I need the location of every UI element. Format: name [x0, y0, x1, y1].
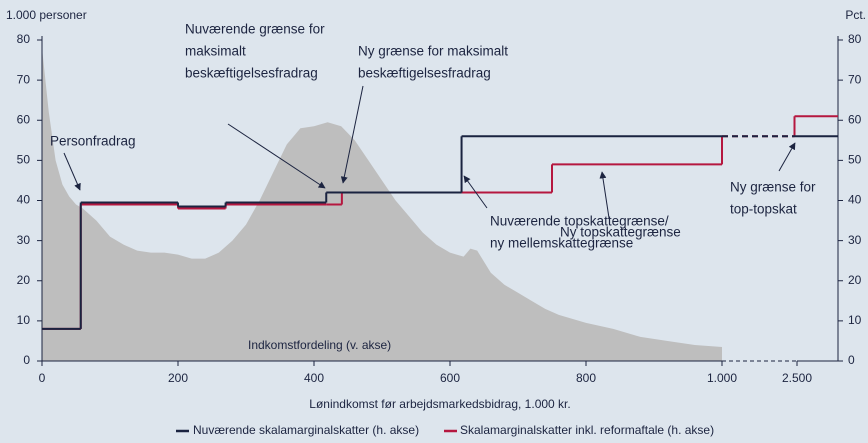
x-axis-label: Lønindkomst før arbejdsmarkedsbidrag, 1.… — [309, 397, 570, 411]
legend-label: Skalamarginalskatter inkl. reformaftale … — [460, 423, 714, 437]
annotation: maksimalt — [185, 44, 246, 59]
y2-tick-label: 40 — [848, 193, 862, 207]
area-label: Indkomstfordeling (v. akse) — [248, 338, 391, 352]
x-tick-label: 0 — [39, 371, 46, 385]
y-tick-label: 80 — [17, 32, 31, 46]
y-tick-label: 30 — [17, 233, 31, 247]
y2-tick-label: 10 — [848, 313, 862, 327]
right-axis-label: Pct. — [845, 8, 866, 22]
annotation: beskæftigelsesfradrag — [358, 66, 491, 81]
y2-tick-label: 60 — [848, 112, 862, 126]
annotation-arrow — [599, 171, 610, 219]
annotation: Nuværende grænse for — [185, 22, 325, 37]
y2-tick-label: 70 — [848, 72, 862, 86]
annotation: ny mellemskattegrænse — [490, 236, 633, 251]
y2-tick-label: 80 — [848, 32, 862, 46]
annotation-arrow — [340, 85, 364, 184]
annotation: Nuværende topskattegrænse/ — [490, 214, 669, 229]
x-tick-label: 600 — [440, 371, 460, 385]
y-tick-label: 10 — [17, 313, 31, 327]
x-tick-label: 400 — [304, 371, 324, 385]
left-axis-label: 1.000 personer — [6, 8, 87, 22]
x-tick-label: 2.500 — [782, 371, 812, 385]
annotation-arrow — [463, 175, 488, 209]
annotation-arrow — [227, 123, 326, 189]
y-tick-label: 70 — [17, 72, 31, 86]
legend-label: Nuværende skalamarginalskatter (h. akse) — [193, 423, 419, 437]
annotation: Ny topskattegrænse — [560, 225, 681, 240]
annotation: Ny grænse for — [730, 180, 816, 195]
y-tick-label: 20 — [17, 273, 31, 287]
y-tick-label: 40 — [17, 193, 31, 207]
y2-tick-label: 50 — [848, 153, 862, 167]
y2-tick-label: 0 — [848, 353, 855, 367]
annotation-arrow — [63, 152, 81, 191]
annotation: top-topskat — [730, 202, 797, 217]
y-tick-label: 0 — [23, 353, 30, 367]
distribution-area — [42, 48, 722, 362]
x-tick-label: 800 — [576, 371, 596, 385]
y2-tick-label: 20 — [848, 273, 862, 287]
y2-tick-label: 30 — [848, 233, 862, 247]
y-tick-label: 60 — [17, 112, 31, 126]
x-tick-label: 1.000 — [707, 371, 737, 385]
x-tick-label: 200 — [168, 371, 188, 385]
annotation: Personfradrag — [50, 134, 136, 149]
y-tick-label: 50 — [17, 153, 31, 167]
annotation: beskæftigelsesfradrag — [185, 66, 318, 81]
annotation: Ny grænse for maksimalt — [358, 44, 508, 59]
annotation-arrow — [778, 142, 796, 172]
